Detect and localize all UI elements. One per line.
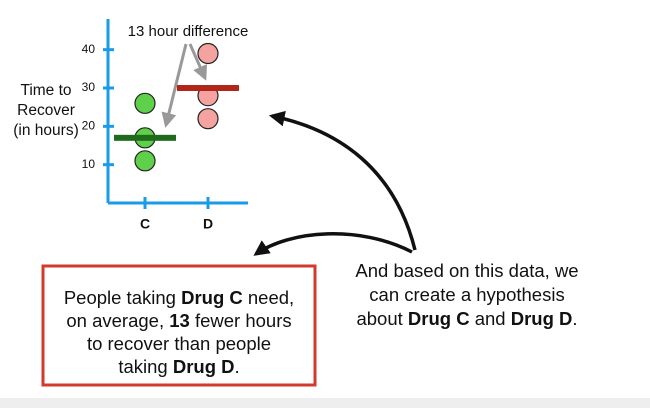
text-segment: about xyxy=(356,308,407,329)
text-segment: and xyxy=(470,308,511,329)
y-tick-label: 10 xyxy=(82,157,96,171)
text-segment: fewer hours xyxy=(190,310,292,331)
y-axis-label: (in hours) xyxy=(13,122,78,139)
y-axis-label: Time to xyxy=(20,82,71,99)
arrow xyxy=(253,232,413,256)
text-segment: to recover than people xyxy=(87,333,271,354)
callout-text: People taking Drug C need,on average, 13… xyxy=(64,287,294,377)
annotation-arrows xyxy=(161,43,208,128)
data-point xyxy=(197,42,219,65)
y-tick-label: 30 xyxy=(82,80,96,94)
data-point xyxy=(134,92,156,114)
text-segment: . xyxy=(235,356,240,377)
x-tick-label: D xyxy=(203,216,213,232)
arrow xyxy=(188,43,208,81)
y-tick-label: 40 xyxy=(82,42,96,56)
text-line: And based on this data, we xyxy=(355,260,578,281)
y-tick-label: 20 xyxy=(82,119,96,133)
arrow xyxy=(161,43,188,128)
text-line: taking Drug D. xyxy=(118,356,239,377)
text-segment: And based on this data, we xyxy=(355,260,578,281)
curved-arrows xyxy=(253,110,417,256)
text-line: to recover than people xyxy=(87,333,271,354)
data-point xyxy=(197,108,219,130)
text-segment: Drug D xyxy=(511,308,573,329)
text-segment: Drug D xyxy=(173,356,235,377)
mean-bar xyxy=(177,85,239,91)
text-segment: on average, xyxy=(66,310,169,331)
text-line: can create a hypothesis xyxy=(369,284,564,305)
plot: 10 20 30 40 Time to Recover (in hours) 13 hour … xyxy=(13,19,248,232)
annotation: 13 hour difference xyxy=(128,23,249,40)
text-segment: taking xyxy=(118,356,173,377)
callout-box xyxy=(41,264,317,387)
data-point xyxy=(134,150,156,172)
text-segment: can create a hypothesis xyxy=(369,284,564,305)
y-axis-label: Recover xyxy=(17,102,75,119)
note-text: And based on this data, we can create a h… xyxy=(355,260,578,329)
text-segment: need, xyxy=(243,287,294,308)
text-line: on average, 13 fewer hours xyxy=(66,310,291,331)
text-segment: . xyxy=(572,308,577,329)
text-line: about Drug C and Drug D. xyxy=(356,308,577,329)
arrow xyxy=(268,110,417,251)
bottom-strip xyxy=(0,398,650,408)
mean-bar xyxy=(114,134,176,141)
text-segment: 13 xyxy=(169,310,190,331)
text-segment: People taking xyxy=(64,287,181,308)
text-segment: Drug C xyxy=(181,287,243,308)
text-segment: Drug C xyxy=(408,308,470,329)
text-line: People taking Drug C need, xyxy=(64,287,294,308)
x-tick-label: C xyxy=(140,216,150,232)
